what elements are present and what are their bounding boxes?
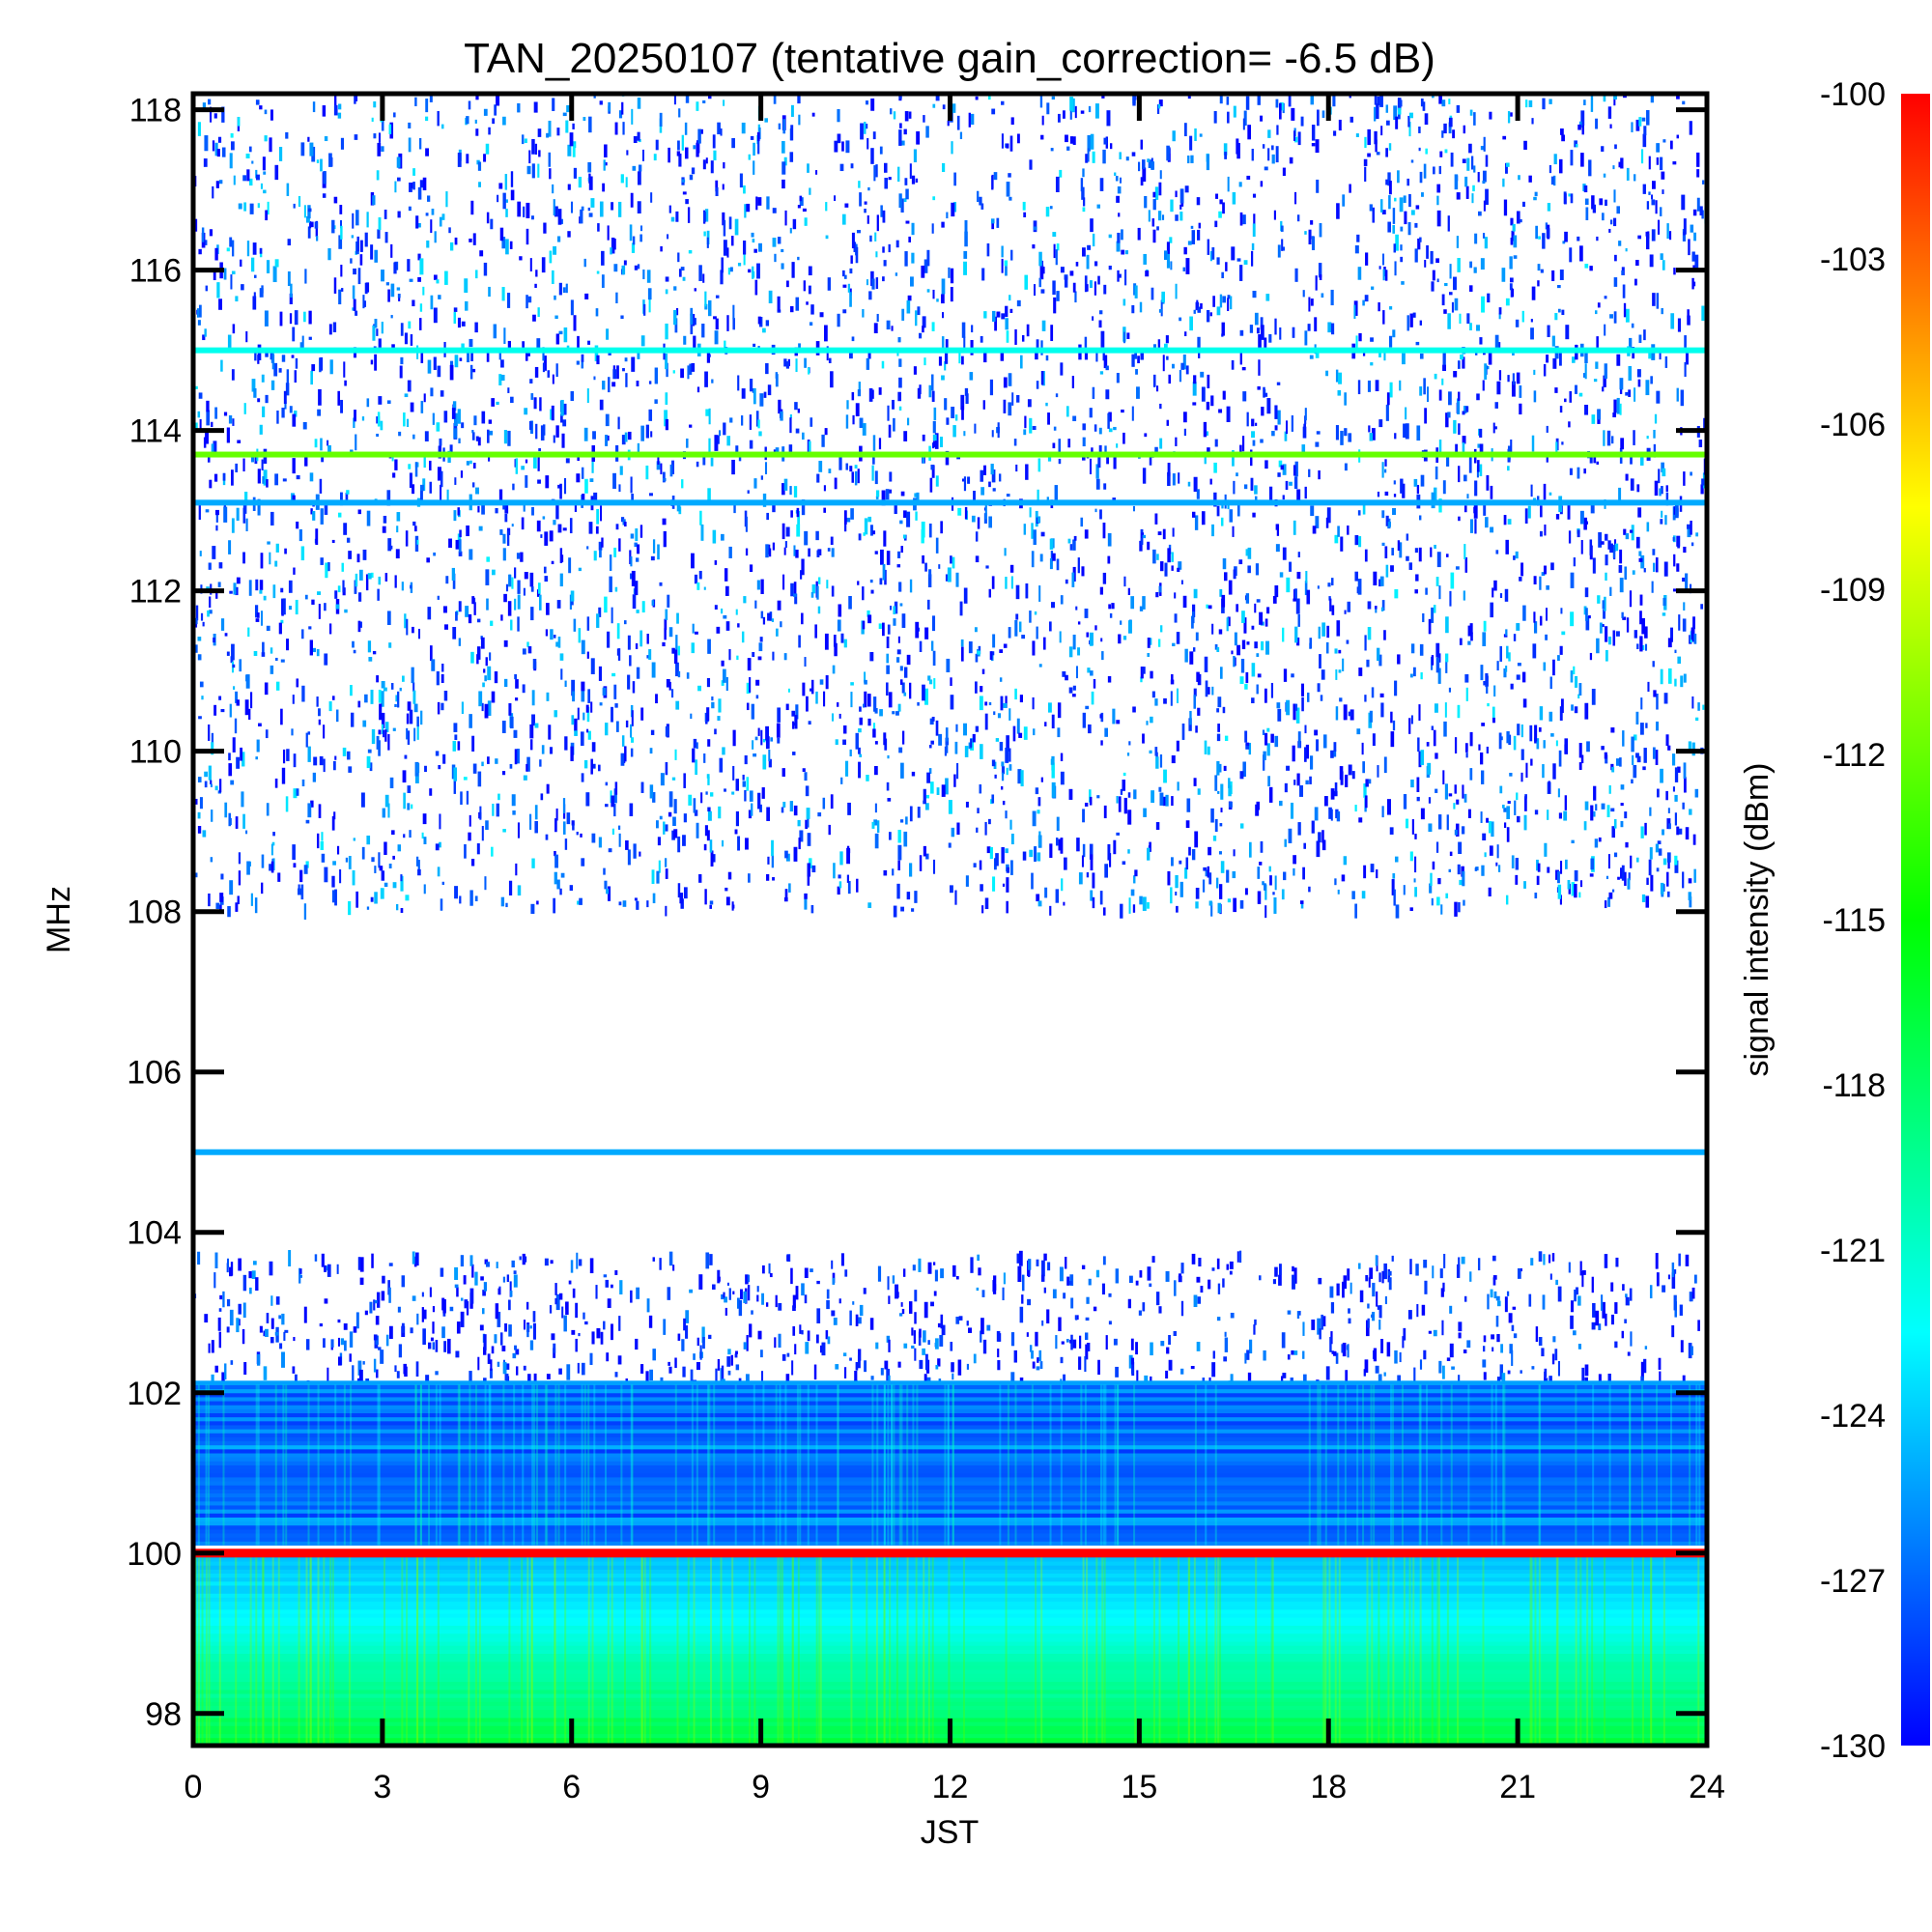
- x-tick-label: 21: [1499, 1769, 1536, 1805]
- x-tick-label: 24: [1689, 1769, 1725, 1805]
- colorbar: [1901, 94, 1930, 1746]
- y-tick-label: 98: [145, 1696, 182, 1733]
- carrier-line-1: [193, 451, 1707, 458]
- x-tick-label: 6: [562, 1769, 581, 1805]
- region-sparse-1: [193, 1250, 1707, 1392]
- colorbar-tick-label: -118: [1822, 1067, 1886, 1104]
- region-dense-3: [193, 1548, 1707, 1746]
- y-axis-ticks: 98 100 102 104 106 108 110 112 114 116 118: [127, 93, 1707, 1733]
- x-tick-label: 12: [932, 1769, 969, 1805]
- carrier-line-4: [193, 1548, 1707, 1558]
- x-axis-ticks: 0 3 6 9 12 15 18 21 24: [185, 94, 1725, 1805]
- y-tick-label: 108: [127, 895, 182, 931]
- plot-area: [193, 94, 1707, 1746]
- colorbar-tick-label: -100: [1820, 76, 1886, 113]
- x-tick-label: 18: [1310, 1769, 1347, 1805]
- x-tick-label: 3: [373, 1769, 391, 1805]
- y-tick-label: 100: [127, 1536, 182, 1573]
- x-axis-label: JST: [921, 1814, 979, 1851]
- colorbar-tick-label: -127: [1820, 1563, 1886, 1600]
- colorbar-tick-label: -124: [1820, 1398, 1886, 1435]
- colorbar-label: signal intensity (dBm): [1739, 762, 1776, 1076]
- colorbar-tick-label: -112: [1822, 737, 1886, 774]
- y-tick-label: 110: [129, 734, 182, 771]
- y-tick-label: 106: [127, 1055, 182, 1092]
- chart-title: TAN_20250107 (tentative gain_correction=…: [464, 35, 1435, 82]
- colorbar-tick-label: -115: [1822, 902, 1886, 939]
- y-tick-label: 104: [127, 1215, 182, 1252]
- y-tick-label: 114: [129, 413, 182, 450]
- carrier-line-2: [193, 499, 1707, 506]
- y-tick-label: 102: [127, 1376, 182, 1412]
- colorbar-tick-label: -130: [1820, 1728, 1886, 1765]
- x-tick-label: 9: [752, 1769, 770, 1805]
- colorbar-tick-label: -109: [1820, 572, 1886, 609]
- colorbar-ticks: -100 -103 -106 -109 -112 -115 -118 -121 -124 -127…: [1820, 76, 1886, 1765]
- y-axis-label: MHz: [41, 886, 77, 953]
- colorbar-tick-label: -103: [1820, 242, 1886, 278]
- region-dense-2: [193, 1380, 1707, 1546]
- colorbar-tick-label: -121: [1820, 1233, 1886, 1269]
- y-tick-label: 112: [129, 574, 182, 611]
- x-tick-label: 0: [185, 1769, 203, 1805]
- carrier-line-0: [193, 347, 1707, 354]
- x-tick-label: 15: [1121, 1769, 1157, 1805]
- carrier-line-3: [193, 1149, 1707, 1155]
- y-tick-label: 118: [129, 93, 182, 129]
- colorbar-tick-label: -106: [1820, 407, 1886, 443]
- y-tick-label: 116: [129, 253, 182, 290]
